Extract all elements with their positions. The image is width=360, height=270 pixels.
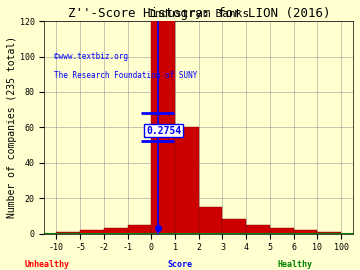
Text: The Research Foundation of SUNY: The Research Foundation of SUNY xyxy=(54,72,197,80)
Text: ©www.textbiz.org: ©www.textbiz.org xyxy=(54,52,128,61)
Bar xyxy=(270,228,294,234)
Bar xyxy=(246,225,270,234)
Y-axis label: Number of companies (235 total): Number of companies (235 total) xyxy=(7,36,17,218)
Bar xyxy=(175,127,199,234)
Bar xyxy=(151,21,175,234)
Bar xyxy=(199,207,222,234)
Bar xyxy=(127,225,151,234)
Text: Unhealthy: Unhealthy xyxy=(24,260,69,269)
Bar xyxy=(56,232,80,234)
Bar xyxy=(222,219,246,234)
Text: 0.2754: 0.2754 xyxy=(146,126,181,136)
Bar xyxy=(294,230,318,234)
Bar xyxy=(318,232,341,234)
Text: Healthy: Healthy xyxy=(278,260,313,269)
Text: Industry: Banks: Industry: Banks xyxy=(148,9,249,19)
Text: Score: Score xyxy=(167,260,193,269)
Bar xyxy=(104,228,127,234)
Bar xyxy=(80,230,104,234)
Title: Z''-Score Histogram for LION (2016): Z''-Score Histogram for LION (2016) xyxy=(68,7,330,20)
